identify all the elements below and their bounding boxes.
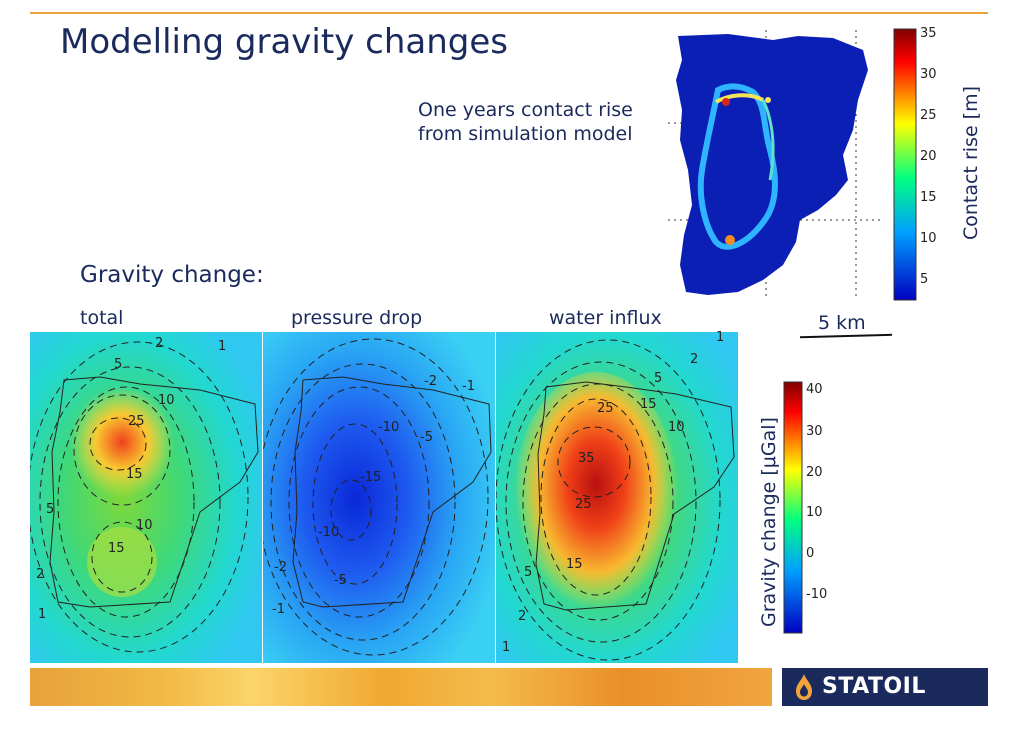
contact-rise-map — [668, 30, 883, 298]
gravity-map-total — [30, 332, 262, 663]
contact-tick: 5 — [920, 272, 929, 287]
contour-label: 5 — [654, 371, 663, 386]
contact-caption: One years contact rise from simulation m… — [418, 98, 633, 146]
gravity-colorbar-title: Gravity change [μGal] — [758, 417, 780, 627]
contour-label: -10 — [378, 420, 400, 435]
contour-label: 5 — [524, 565, 533, 580]
contact-tick: 35 — [920, 26, 937, 41]
gravity-tick: 0 — [806, 546, 815, 561]
contour-label: 2 — [36, 567, 45, 582]
contact-tick: 25 — [920, 108, 937, 123]
contour-label: -1 — [272, 602, 285, 617]
contour-label: 25 — [575, 497, 592, 512]
header-divider — [30, 12, 988, 14]
contour-label: 10 — [158, 393, 175, 408]
gravity-map-pressure-drop — [263, 332, 495, 663]
gravity-tick: 40 — [806, 382, 823, 397]
contour-label: 25 — [597, 401, 614, 416]
contact-rise-colorbar — [893, 28, 917, 301]
contour-label: 15 — [640, 397, 657, 412]
contour-label: -5 — [420, 430, 433, 445]
contour-label: -1 — [462, 379, 475, 394]
contour-label: 1 — [716, 330, 725, 345]
contour-label: 15 — [126, 467, 143, 482]
gravity-tick: 30 — [806, 424, 823, 439]
panel-label-pressure-drop: pressure drop — [291, 307, 423, 329]
gravity-tick: 20 — [806, 465, 823, 480]
contour-label: 5 — [114, 357, 123, 372]
contour-label: 10 — [136, 518, 153, 533]
contour-label: 2 — [155, 336, 164, 351]
contour-label: 15 — [566, 557, 583, 572]
footer-band — [30, 668, 772, 706]
contour-label: 15 — [108, 541, 125, 556]
contour-label: -15 — [360, 470, 382, 485]
contour-label: 1 — [38, 607, 47, 622]
contour-label: -10 — [318, 525, 340, 540]
contour-label: 1 — [502, 640, 511, 655]
contact-tick: 20 — [920, 149, 937, 164]
gravity-colorbar — [783, 381, 803, 634]
slide-title: Modelling gravity changes — [60, 22, 508, 62]
contour-label: 2 — [690, 352, 699, 367]
logo-text: STATOIL — [822, 674, 926, 699]
contour-label: 25 — [128, 414, 145, 429]
gravity-map-water-influx — [496, 332, 738, 663]
contact-tick: 15 — [920, 190, 937, 205]
contact-tick: 10 — [920, 231, 937, 246]
statoil-logo — [782, 668, 988, 706]
contact-tick: 30 — [920, 67, 937, 82]
panel-label-water-influx: water influx — [549, 307, 662, 329]
contour-label: 35 — [578, 451, 595, 466]
contour-label: 2 — [518, 609, 527, 624]
contour-label: -2 — [274, 560, 287, 575]
contact-caption-line2: from simulation model — [418, 123, 633, 145]
panel-label-total: total — [80, 307, 124, 329]
contact-rise-front — [697, 83, 779, 250]
contour-label: 10 — [668, 420, 685, 435]
gravity-tick: -10 — [806, 587, 828, 602]
flame-drop-icon — [796, 674, 812, 700]
scale-bar-label: 5 km — [818, 312, 866, 334]
scale-bar — [799, 333, 893, 339]
contact-colorbar-title: Contact rise [m] — [960, 85, 982, 240]
gravity-heading: Gravity change: — [80, 262, 264, 288]
contour-label: -2 — [424, 374, 437, 389]
contour-label: 5 — [46, 502, 55, 517]
contour-label: -5 — [334, 573, 347, 588]
gravity-tick: 10 — [806, 505, 823, 520]
contact-caption-line1: One years contact rise — [418, 99, 633, 121]
contour-label: 1 — [218, 339, 227, 354]
